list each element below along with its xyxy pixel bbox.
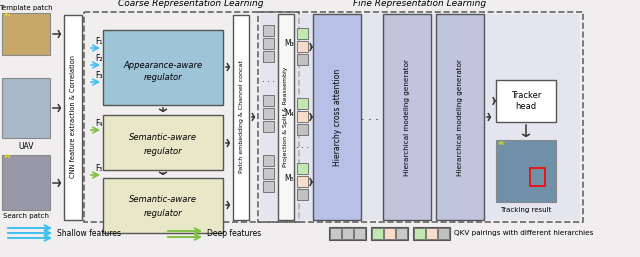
Text: M₃: M₃: [284, 39, 294, 48]
Text: Projection & Split & Reassembly: Projection & Split & Reassembly: [284, 67, 289, 167]
Bar: [258, 12, 583, 222]
Text: #1: #1: [4, 12, 12, 17]
Bar: [103, 178, 223, 233]
Bar: [414, 228, 425, 239]
Bar: [263, 181, 274, 192]
Text: F₄: F₄: [95, 119, 102, 128]
Bar: [297, 163, 308, 174]
Text: F₁: F₁: [95, 37, 102, 46]
Bar: [371, 227, 408, 240]
Bar: [496, 80, 556, 122]
Bar: [263, 95, 274, 106]
Bar: [354, 228, 365, 239]
Text: Search patch: Search patch: [3, 213, 49, 219]
Text: Hierarchical modeling generator: Hierarchical modeling generator: [457, 59, 463, 176]
Bar: [2, 78, 50, 138]
Bar: [278, 14, 294, 220]
Bar: [263, 121, 274, 132]
Text: Shallow features: Shallow features: [57, 228, 121, 237]
Bar: [297, 41, 308, 52]
Text: Appearance-aware: Appearance-aware: [124, 60, 203, 69]
Text: Tracker
head: Tracker head: [511, 91, 541, 111]
Text: Tracking result: Tracking result: [500, 207, 552, 213]
Text: . . .: . . .: [296, 141, 309, 150]
Bar: [297, 124, 308, 135]
Bar: [530, 168, 545, 186]
Text: CNN feature extraction & Correlation: CNN feature extraction & Correlation: [70, 56, 76, 179]
Bar: [263, 108, 274, 119]
Bar: [396, 228, 407, 239]
Text: F₃: F₃: [95, 71, 102, 80]
Bar: [103, 115, 223, 170]
Text: regulator: regulator: [144, 74, 182, 82]
Bar: [263, 155, 274, 166]
Text: #k: #k: [4, 154, 12, 159]
Bar: [426, 228, 437, 239]
Bar: [329, 227, 366, 240]
Text: Coarse Representation Learning: Coarse Representation Learning: [118, 0, 264, 8]
Text: regulator: regulator: [144, 146, 182, 155]
Bar: [438, 228, 449, 239]
Bar: [263, 51, 274, 62]
Text: Semantic-aware: Semantic-aware: [129, 133, 197, 142]
Text: F₅: F₅: [95, 164, 102, 173]
Bar: [84, 12, 299, 222]
Bar: [263, 168, 274, 179]
Bar: [260, 14, 580, 220]
Text: Hierarchical modeling generator: Hierarchical modeling generator: [404, 59, 410, 176]
Text: M₅: M₅: [284, 174, 294, 183]
Text: Semantic-aware: Semantic-aware: [129, 196, 197, 205]
Bar: [263, 38, 274, 49]
Bar: [342, 228, 353, 239]
Bar: [496, 140, 556, 202]
Bar: [103, 30, 223, 105]
Text: F₂: F₂: [95, 54, 102, 63]
Bar: [413, 227, 450, 240]
Bar: [297, 189, 308, 200]
Bar: [313, 14, 361, 220]
Bar: [2, 13, 50, 55]
Text: . . .: . . .: [361, 112, 379, 122]
Bar: [64, 15, 82, 220]
Bar: [297, 111, 308, 122]
Text: regulator: regulator: [144, 208, 182, 217]
Text: #k: #k: [498, 141, 506, 146]
Text: Fine Representation Learning: Fine Representation Learning: [353, 0, 486, 8]
Bar: [233, 15, 249, 220]
Bar: [384, 228, 395, 239]
Text: QKV pairings with different hierarchies: QKV pairings with different hierarchies: [454, 230, 593, 236]
Bar: [2, 155, 50, 210]
Text: Hierarchy cross attention: Hierarchy cross attention: [333, 68, 342, 166]
Text: M₄: M₄: [284, 109, 294, 118]
Bar: [330, 228, 341, 239]
Bar: [436, 14, 484, 220]
Bar: [297, 28, 308, 39]
Text: Patch embedding & Channel concat: Patch embedding & Channel concat: [239, 61, 243, 173]
Bar: [297, 54, 308, 65]
Bar: [383, 14, 431, 220]
Text: . . .: . . .: [262, 76, 275, 85]
Text: Template patch: Template patch: [0, 5, 53, 11]
Bar: [297, 98, 308, 109]
Text: Deep features: Deep features: [207, 230, 261, 238]
Bar: [263, 25, 274, 36]
Bar: [372, 228, 383, 239]
Text: UAV: UAV: [19, 142, 34, 151]
Bar: [297, 176, 308, 187]
